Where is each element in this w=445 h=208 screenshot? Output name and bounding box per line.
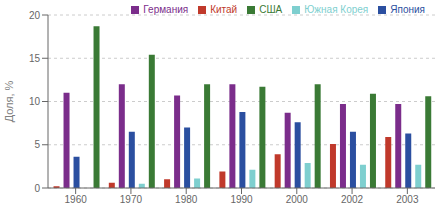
html-text:США: США — [259, 4, 283, 15]
svg-text:5: 5 — [34, 139, 40, 150]
svg-text:1970: 1970 — [120, 194, 143, 205]
html-text:Китай: Китай — [210, 4, 238, 15]
svg-text:20: 20 — [29, 10, 41, 21]
svg-text:1960: 1960 — [65, 194, 88, 205]
svg-text:0: 0 — [34, 183, 40, 194]
svg-text:1990: 1990 — [230, 194, 253, 205]
svg-text:1980: 1980 — [175, 194, 198, 205]
html-text:Япония: Япония — [390, 4, 425, 15]
html-text:Германия: Германия — [143, 4, 189, 15]
svg-text:15: 15 — [29, 53, 41, 64]
svg-text:2003: 2003 — [396, 194, 419, 205]
svg-text:10: 10 — [29, 96, 41, 107]
html-text:Южная Корея: Южная Корея — [304, 4, 369, 15]
svg-text:2000: 2000 — [286, 194, 309, 205]
svg-text:2002: 2002 — [341, 194, 364, 205]
svg-text:Доля, %: Доля, % — [3, 80, 15, 122]
